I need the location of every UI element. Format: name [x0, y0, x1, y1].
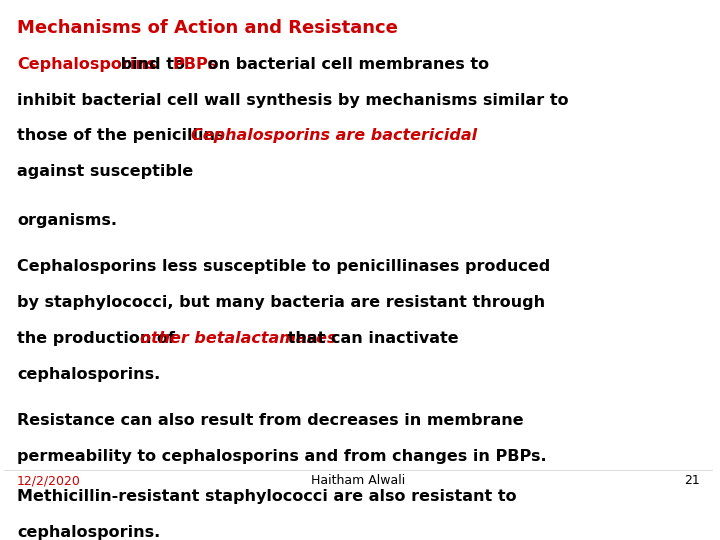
Text: cephalosporins.: cephalosporins.	[17, 524, 160, 539]
Text: 21: 21	[684, 474, 699, 487]
Text: Mechanisms of Action and Resistance: Mechanisms of Action and Resistance	[17, 19, 397, 37]
Text: organisms.: organisms.	[17, 213, 117, 228]
Text: inhibit bacterial cell wall synthesis by mechanisms similar to: inhibit bacterial cell wall synthesis by…	[17, 92, 569, 107]
Text: Cephalosporins: Cephalosporins	[17, 57, 156, 72]
Text: permeability to cephalosporins and from changes in PBPs.: permeability to cephalosporins and from …	[17, 449, 546, 464]
Text: Cephalosporins less susceptible to penicillinases produced: Cephalosporins less susceptible to penic…	[17, 259, 550, 274]
Text: other betalactamases: other betalactamases	[140, 331, 337, 346]
Text: those of the penicillins.: those of the penicillins.	[17, 129, 236, 144]
Text: the production of: the production of	[17, 331, 181, 346]
Text: by staphylococci, but many bacteria are resistant through: by staphylococci, but many bacteria are …	[17, 295, 545, 310]
Text: PBPs: PBPs	[173, 57, 217, 72]
Text: Methicillin-resistant staphylococci are also resistant to: Methicillin-resistant staphylococci are …	[17, 489, 516, 504]
Text: on bacterial cell membranes to: on bacterial cell membranes to	[202, 57, 490, 72]
Text: 12/2/2020: 12/2/2020	[17, 474, 81, 487]
Text: Cephalosporins are bactericidal: Cephalosporins are bactericidal	[191, 129, 477, 144]
Text: bind to: bind to	[114, 57, 190, 72]
Text: against susceptible: against susceptible	[17, 164, 193, 179]
Text: Haitham Alwali: Haitham Alwali	[311, 474, 405, 487]
Text: cephalosporins.: cephalosporins.	[17, 367, 160, 382]
Text: that can inactivate: that can inactivate	[282, 331, 459, 346]
Text: Resistance can also result from decreases in membrane: Resistance can also result from decrease…	[17, 414, 523, 428]
